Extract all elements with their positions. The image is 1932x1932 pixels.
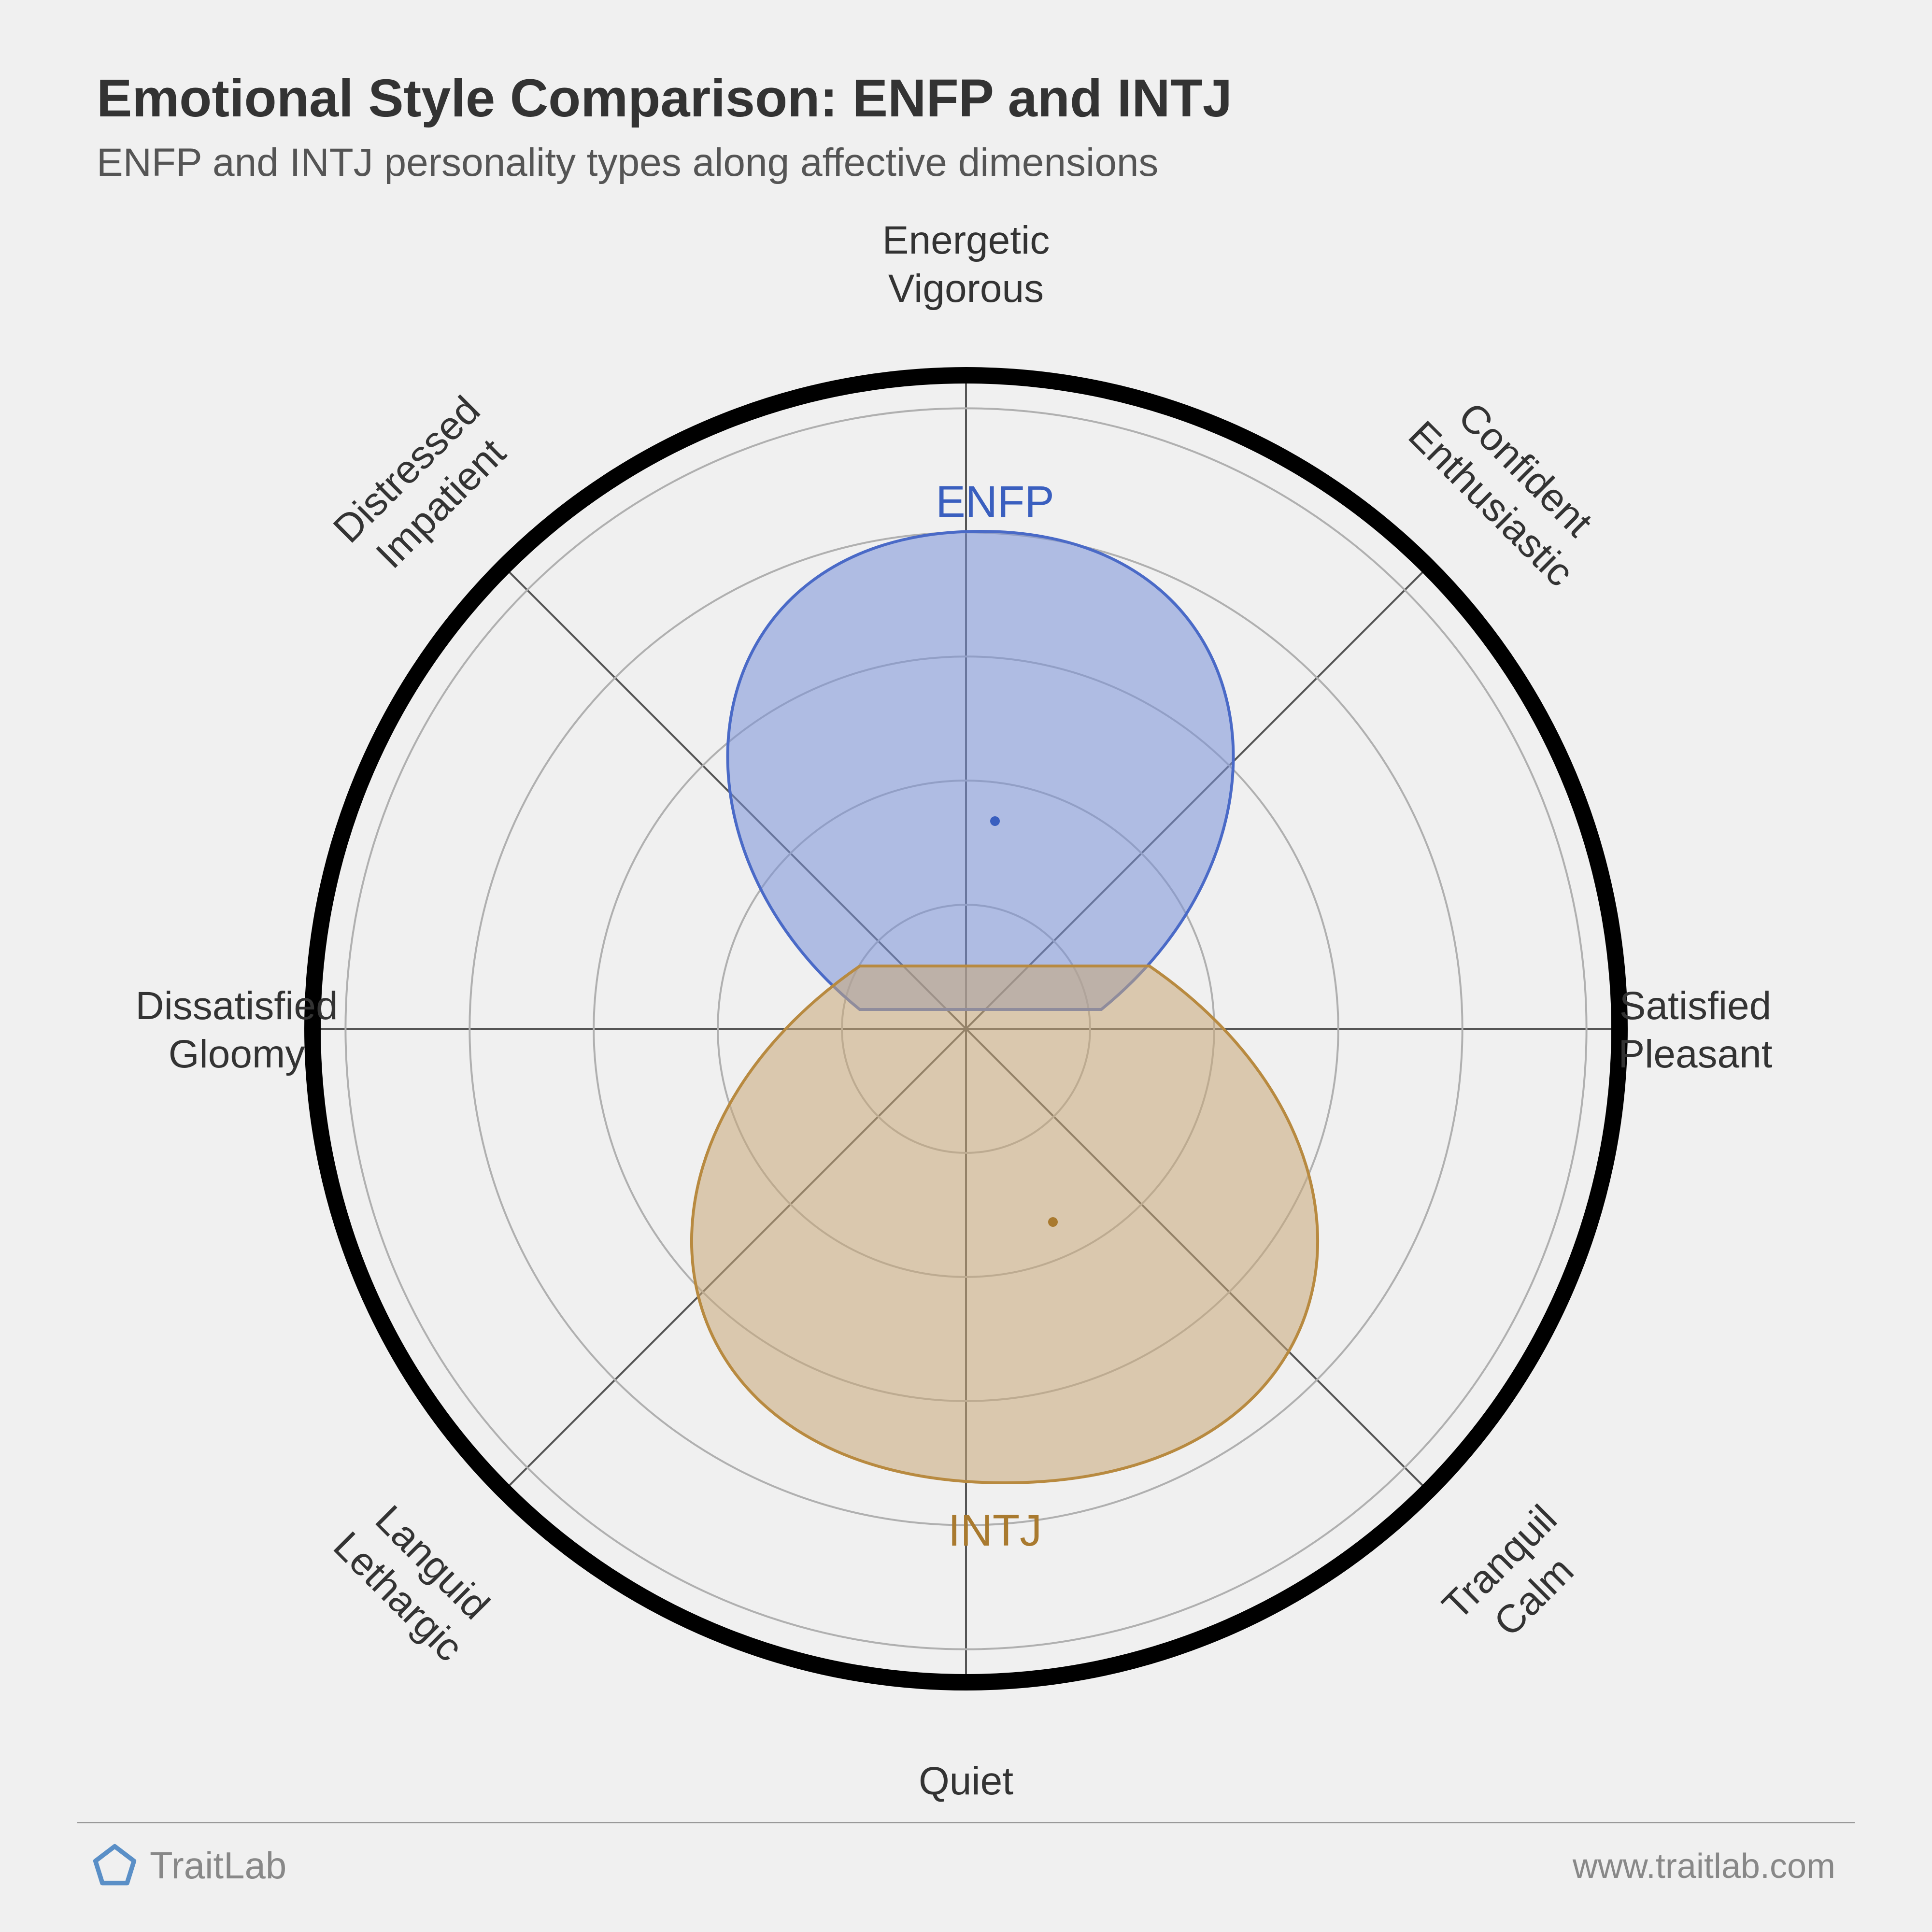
circumplex-chart: ENFPINTJEnergeticVigorousConfidentEnthus… [0, 217, 1932, 1811]
chart-title: Emotional Style Comparison: ENFP and INT… [97, 68, 1232, 129]
axis-label-line2: Pleasant [1618, 1032, 1772, 1076]
axis-label-group: LanguidLethargic [325, 1489, 506, 1670]
blob-center-intj [1048, 1217, 1058, 1227]
axis-label-group: TranquilCalm [1434, 1497, 1599, 1662]
axis-label-line2: Gloomy [169, 1032, 305, 1076]
pentagon-icon [92, 1843, 138, 1889]
axis-label-line2: Vigorous [888, 267, 1044, 311]
footer-url: www.traitlab.com [1573, 1847, 1835, 1886]
blob-intj [692, 966, 1318, 1483]
footer-logo: TraitLab [92, 1843, 286, 1889]
axis-label-group: Energetic Vigorous [882, 218, 1050, 311]
axis-label-line1: Energetic [882, 218, 1050, 262]
blob-label-enfp: ENFP [936, 477, 1054, 526]
axis-label-line1: Dissatisfied [135, 984, 338, 1028]
axis-label-group: DistressedImpatient [325, 388, 523, 585]
blob-label-intj: INTJ [948, 1506, 1042, 1555]
axis-label-line2: Sedate [903, 1807, 1029, 1811]
axis-label-line1: Satisfied [1619, 984, 1772, 1028]
footer-divider [77, 1822, 1855, 1823]
axis-label-group: SatisfiedPleasant [1618, 984, 1772, 1076]
axis-label-line1: Quiet [919, 1759, 1013, 1803]
blob-center-enfp [990, 816, 1000, 826]
chart-subtitle: ENFP and INTJ personality types along af… [97, 140, 1158, 185]
footer-brand-text: TraitLab [150, 1844, 286, 1888]
page-container: Emotional Style Comparison: ENFP and INT… [0, 0, 1932, 1932]
blob-enfp [728, 531, 1234, 1009]
axis-label-group: Quiet Sedate [903, 1759, 1029, 1811]
